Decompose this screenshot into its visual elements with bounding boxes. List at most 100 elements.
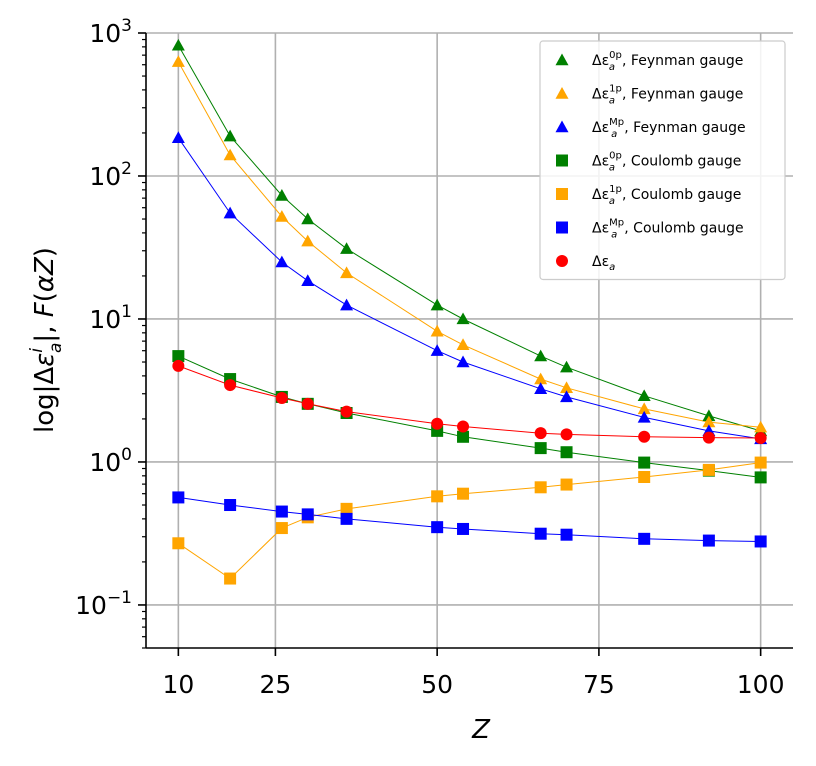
square-marker: [431, 490, 444, 503]
square-marker: [534, 527, 547, 540]
triangle-marker: [637, 389, 651, 402]
square-marker: [457, 522, 470, 535]
series-line-2: [177, 137, 761, 440]
square-marker: [638, 532, 651, 545]
square-marker: [754, 535, 767, 548]
triangle-marker: [534, 382, 548, 394]
circle-marker: [457, 420, 470, 433]
square-marker: [275, 522, 288, 535]
x-tick-label: 50: [421, 670, 453, 699]
circle-marker: [560, 428, 573, 441]
legend-entry: ΔεMp a, Coulomb gauge: [556, 218, 744, 241]
circle-marker: [431, 417, 444, 430]
square-marker: [702, 463, 715, 476]
triangle-marker: [637, 410, 651, 423]
square-marker: [754, 471, 767, 484]
square-marker: [556, 221, 568, 234]
triangle-marker: [275, 189, 289, 201]
triangle-marker: [301, 234, 315, 247]
triangle-marker: [702, 415, 716, 428]
triangle-marker: [340, 266, 354, 279]
legend: Δε0p a, Feynman gauge Δε1p a, Feynman gauge…: [539, 40, 786, 281]
triangle-marker: [275, 210, 289, 222]
square-marker: [534, 481, 547, 494]
triangle-marker: [637, 402, 651, 415]
circle-marker: [638, 430, 651, 443]
series-lines: [177, 45, 761, 580]
square-marker: [556, 188, 568, 200]
triangle-marker: [456, 355, 470, 368]
legend-label: Δε1p a, Coulomb gauge: [592, 184, 741, 207]
circle-marker: [301, 397, 314, 410]
series-line-0: [177, 45, 761, 432]
legend-label: ΔεMp a, Coulomb gauge: [592, 218, 744, 241]
triangle-marker: [340, 298, 354, 311]
series-line-5: [178, 496, 761, 542]
circle-marker: [702, 431, 715, 444]
circle-marker: [275, 392, 288, 405]
square-marker: [431, 521, 444, 534]
triangle-marker: [456, 338, 470, 350]
triangle-marker: [301, 274, 315, 286]
legend-box: [539, 40, 786, 281]
square-marker: [224, 499, 237, 512]
square-marker: [702, 534, 715, 547]
y-axis-title: log|Δεia|, F(αZ): [27, 247, 66, 433]
square-marker: [638, 456, 651, 469]
legend-label: Δεa: [592, 254, 615, 273]
y-tick-labels: 10−1 100 101 102 103: [75, 16, 132, 620]
triangle-marker: [223, 129, 237, 142]
square-marker: [172, 491, 185, 504]
legend-entry: Δε1p a, Coulomb gauge: [556, 184, 741, 207]
square-marker: [560, 478, 573, 491]
triangle-marker: [560, 390, 574, 403]
legend-entry: Δεa: [556, 254, 615, 273]
triangle-marker: [702, 409, 716, 422]
triangle-marker: [275, 255, 289, 268]
legend-label: ΔεMp a, Feynman gauge: [592, 117, 746, 140]
triangle-marker: [560, 360, 574, 373]
triangle-marker: [223, 148, 237, 161]
triangle-marker: [430, 344, 444, 356]
x-axis-title: Z: [471, 715, 491, 745]
circle-marker: [534, 427, 547, 440]
series-line-6: [178, 365, 761, 439]
triangle-marker: [555, 87, 569, 99]
triangle-marker: [171, 38, 185, 51]
triangle-marker: [223, 206, 237, 219]
x-tick-label: 75: [583, 670, 615, 699]
legend-entry: ΔεMp a, Feynman gauge: [555, 117, 746, 140]
legend-label: Δε1p a, Feynman gauge: [592, 84, 743, 107]
svg-text:log|Δεia|, F(αZ): log|Δεia|, F(αZ): [27, 247, 66, 433]
x-tick-label: 25: [259, 670, 291, 699]
y-tick-label: 10−1: [75, 588, 132, 620]
legend-entry: Δε0p a, Coulomb gauge: [556, 151, 741, 174]
square-marker: [457, 487, 470, 500]
triangle-marker: [430, 298, 444, 311]
triangle-marker: [534, 372, 548, 385]
triangle-marker: [456, 312, 470, 325]
square-marker: [275, 505, 288, 518]
circle-marker: [556, 255, 568, 267]
y-tick-label: 100: [89, 445, 132, 477]
square-marker: [754, 456, 767, 469]
series-markers: [171, 38, 768, 585]
triangle-marker: [171, 55, 185, 67]
axes: [145, 33, 793, 649]
x-tick-label: 10: [162, 670, 194, 699]
triangle-marker: [555, 53, 569, 66]
x-tick-labels: 10 25 50 75 100: [162, 670, 784, 699]
series-line-4: [178, 462, 761, 580]
circle-marker: [172, 359, 185, 372]
y-tick-label: 101: [89, 302, 132, 334]
triangle-marker: [430, 324, 444, 337]
triangle-marker: [301, 212, 315, 225]
series-line-3: [178, 355, 761, 478]
square-marker: [224, 572, 237, 585]
circle-marker: [754, 432, 767, 445]
legend-label: Δε0p a, Feynman gauge: [592, 50, 743, 73]
triangle-marker: [171, 131, 185, 143]
square-marker: [301, 508, 314, 521]
square-marker: [556, 154, 568, 167]
